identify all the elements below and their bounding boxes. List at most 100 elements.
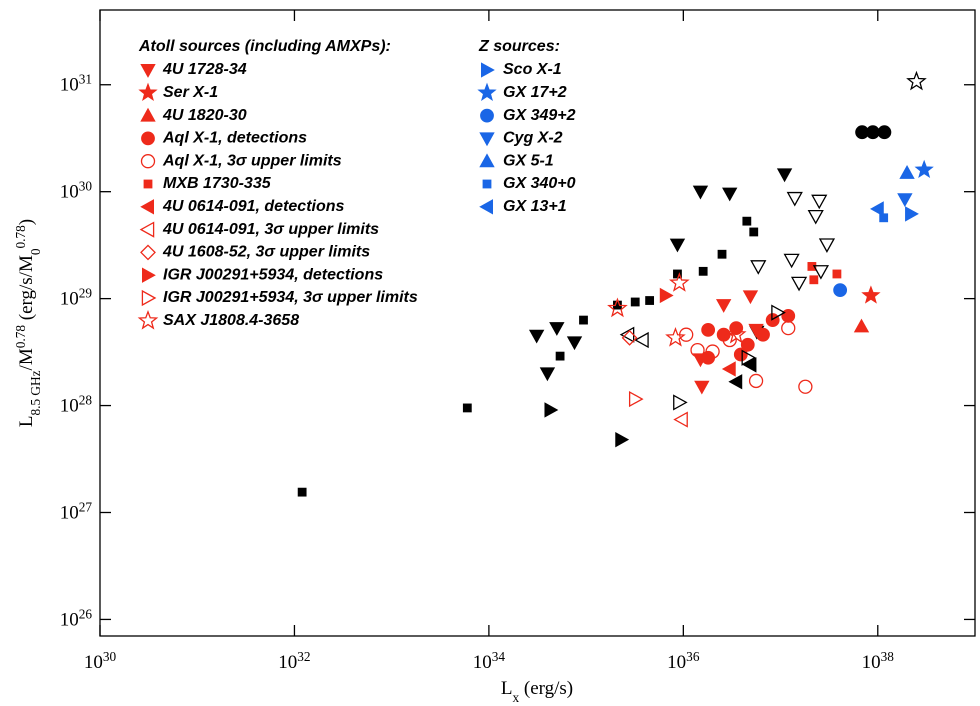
legend-label: 4U 0614-091, detections bbox=[162, 198, 345, 215]
legend-marker bbox=[479, 199, 494, 215]
y-tick-label: 1030 bbox=[60, 178, 93, 203]
legend-label: IGR J00291+5934, 3σ upper limits bbox=[163, 289, 418, 306]
marker bbox=[621, 329, 638, 346]
y-tick-label: 1028 bbox=[60, 392, 93, 417]
marker bbox=[748, 373, 764, 389]
marker bbox=[645, 296, 655, 305]
marker bbox=[783, 253, 800, 269]
legend-marker bbox=[140, 154, 156, 169]
marker bbox=[742, 290, 759, 305]
legend-label: Ser X-1 bbox=[163, 84, 218, 101]
marker bbox=[673, 411, 688, 428]
marker bbox=[807, 209, 824, 225]
marker bbox=[619, 326, 635, 343]
marker bbox=[750, 260, 767, 275]
marker bbox=[877, 125, 892, 140]
marker bbox=[579, 315, 588, 325]
marker bbox=[725, 323, 747, 344]
marker bbox=[722, 187, 738, 202]
marker bbox=[781, 308, 796, 323]
legend-label: IGR J00291+5934, detections bbox=[163, 266, 383, 283]
legend-marker bbox=[480, 108, 494, 123]
marker bbox=[528, 329, 545, 344]
legend-marker bbox=[141, 131, 155, 146]
marker bbox=[721, 361, 736, 377]
y-tick-label: 1027 bbox=[60, 499, 93, 524]
marker bbox=[673, 394, 688, 411]
legend-label: Aql X-1, detections bbox=[162, 130, 307, 147]
legend-label: Sco X-1 bbox=[503, 61, 562, 78]
y-axis-label: L8.5 GHz/M0.78 (erg/s/M00.78) bbox=[13, 219, 43, 427]
marker bbox=[690, 342, 705, 358]
legend-marker bbox=[140, 64, 156, 78]
legend-marker bbox=[137, 309, 159, 330]
legend-label: GX 5-1 bbox=[503, 152, 554, 169]
marker bbox=[742, 357, 757, 373]
marker bbox=[297, 487, 307, 497]
marker bbox=[462, 403, 472, 413]
marker bbox=[694, 380, 710, 395]
legend-title: Z sources: bbox=[478, 38, 560, 55]
marker bbox=[628, 390, 644, 408]
marker bbox=[906, 70, 927, 91]
marker bbox=[809, 275, 819, 285]
marker bbox=[634, 331, 649, 349]
marker bbox=[549, 322, 565, 336]
marker bbox=[539, 367, 556, 382]
marker bbox=[715, 299, 732, 313]
marker bbox=[790, 276, 808, 292]
x-tick-label: 1034 bbox=[473, 649, 506, 674]
legend-label: 4U 1728-34 bbox=[162, 61, 247, 78]
marker bbox=[698, 266, 708, 276]
legend-marker bbox=[143, 179, 153, 189]
legend-marker bbox=[141, 267, 156, 283]
legend-label: 4U 0614-091, 3σ upper limits bbox=[162, 221, 379, 238]
x-tick-label: 1032 bbox=[278, 649, 310, 674]
marker bbox=[607, 297, 628, 318]
marker bbox=[544, 402, 559, 418]
marker bbox=[811, 194, 828, 210]
legend-marker bbox=[138, 82, 158, 102]
x-axis-label: Lx (erg/s) bbox=[501, 678, 573, 705]
y-tick-label: 1029 bbox=[60, 285, 93, 310]
x-tick-label: 1036 bbox=[667, 649, 700, 674]
legend-marker bbox=[141, 289, 157, 307]
legend-marker bbox=[480, 62, 495, 78]
marker bbox=[865, 125, 880, 140]
legend-marker bbox=[479, 153, 495, 168]
legend-marker bbox=[140, 244, 156, 261]
marker bbox=[771, 304, 786, 321]
legend-label: MXB 1730-335 bbox=[163, 175, 272, 192]
marker bbox=[781, 320, 796, 336]
marker bbox=[833, 283, 848, 298]
legend-label: Cyg X-2 bbox=[503, 130, 563, 147]
legend-label: Aql X-1, 3σ upper limits bbox=[162, 152, 342, 169]
marker bbox=[765, 313, 780, 327]
marker bbox=[914, 159, 934, 179]
marker bbox=[798, 379, 813, 394]
legend-label: 4U 1608-52, 3σ upper limits bbox=[162, 244, 370, 261]
marker bbox=[807, 262, 817, 271]
marker bbox=[832, 269, 842, 279]
x-tick-label: 1038 bbox=[862, 649, 895, 674]
y-tick-label: 1026 bbox=[60, 606, 93, 631]
marker bbox=[566, 336, 583, 351]
marker bbox=[615, 431, 630, 448]
marker bbox=[740, 337, 755, 352]
marker bbox=[665, 326, 686, 347]
marker bbox=[776, 168, 793, 183]
legend-marker bbox=[477, 82, 497, 102]
marker bbox=[741, 349, 757, 366]
marker bbox=[728, 374, 743, 390]
legend-marker bbox=[479, 132, 495, 147]
marker bbox=[861, 285, 881, 304]
marker bbox=[692, 185, 709, 200]
marker bbox=[669, 238, 686, 253]
legend-label: GX 349+2 bbox=[503, 107, 576, 124]
legend-marker bbox=[140, 107, 156, 122]
legend-label: SAX J1808.4-3658 bbox=[163, 312, 299, 329]
marker bbox=[853, 318, 870, 333]
legend-label: GX 17+2 bbox=[503, 84, 567, 101]
